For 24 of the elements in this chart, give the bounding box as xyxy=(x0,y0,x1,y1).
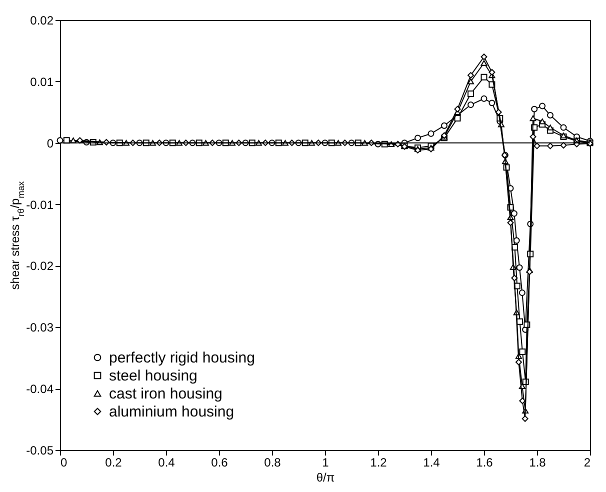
y-tick-label: 0.02 xyxy=(30,14,54,28)
legend-label: steel housing xyxy=(109,368,198,384)
x-tick-label: 2 xyxy=(584,456,591,470)
y-tick-label: 0.01 xyxy=(30,74,54,89)
x-tick-label: 0 xyxy=(60,456,68,470)
legend-label: cast iron housing xyxy=(109,386,222,402)
x-tick-label: 1.8 xyxy=(529,456,546,470)
x-tick-label: 0.6 xyxy=(211,456,228,470)
y-tick-label: -0.01 xyxy=(26,198,54,212)
y-tick-label: -0.03 xyxy=(26,320,54,335)
legend-label: perfectly rigid housing xyxy=(109,350,255,366)
x-tick-label: 1.6 xyxy=(476,456,494,470)
x-tick-label: 1 xyxy=(322,456,330,470)
x-axis-title: θ/π xyxy=(316,470,335,484)
y-tick-label: 0 xyxy=(46,136,54,150)
x-tick-label: 0.2 xyxy=(105,456,122,470)
y-tick-label: -0.05 xyxy=(26,444,54,458)
x-tick-label: 1.4 xyxy=(423,456,440,470)
y-tick-label: -0.04 xyxy=(26,382,54,396)
x-tick-label: 0.8 xyxy=(264,456,282,470)
x-tick-label: 0.4 xyxy=(158,456,176,470)
y-tick-label: -0.02 xyxy=(26,259,54,274)
legend-label: aluminium housing xyxy=(109,404,234,420)
x-tick-label: 1.2 xyxy=(370,456,388,470)
